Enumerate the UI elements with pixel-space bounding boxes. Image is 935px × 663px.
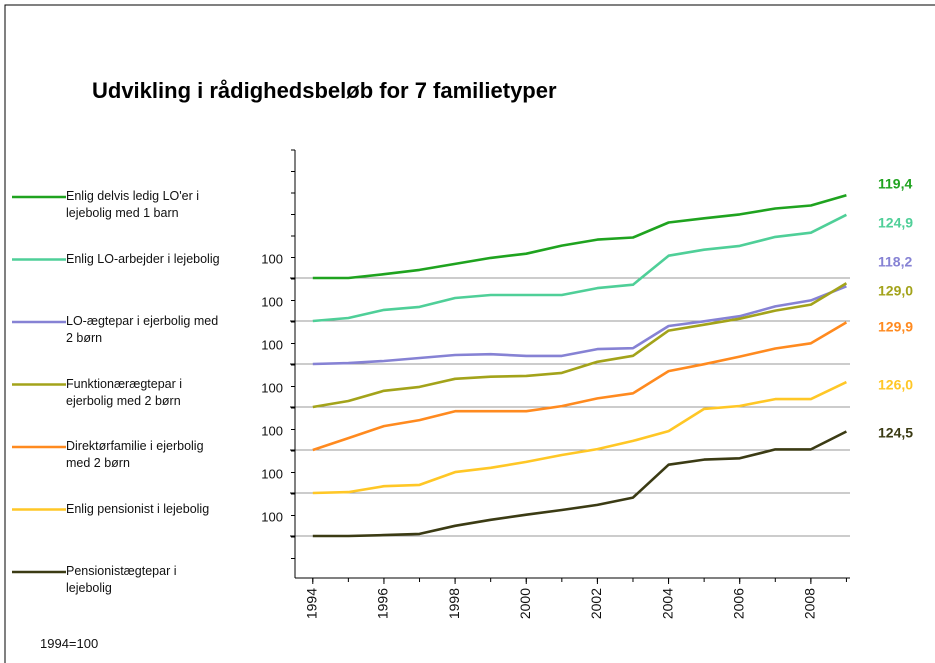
series-line <box>312 285 847 366</box>
x-tick-label: 2000 <box>517 588 533 619</box>
x-tick-label: 1994 <box>303 588 319 619</box>
series-line <box>312 193 847 280</box>
series-line <box>312 380 847 495</box>
legend-label: Funktionærægtepar i ejerbolig med 2 børn <box>66 376 183 408</box>
frame <box>4 4 935 663</box>
x-tick-label: 1996 <box>375 588 391 619</box>
end-label: 124,5 <box>878 425 913 441</box>
y-tick-label: 100 <box>261 294 283 309</box>
series-line <box>312 321 848 452</box>
series-line <box>312 282 848 409</box>
legend-label: Pensionistægtepar i lejebolig <box>66 564 177 595</box>
y-tick-label: 100 <box>261 380 283 395</box>
series-line <box>312 430 847 538</box>
end-label: 119,4 <box>878 176 912 192</box>
y-tick-label: 100 <box>261 509 283 524</box>
x-tick-label: 2006 <box>730 588 746 619</box>
x-tick-label: 1998 <box>446 588 462 619</box>
chart-title: Udvikling i rådighedsbeløb for 7 familie… <box>92 78 557 103</box>
end-label: 129,9 <box>878 319 913 335</box>
y-tick-label: 100 <box>261 251 283 266</box>
series-line <box>312 213 847 323</box>
legend-label: Enlig pensionist i lejebolig <box>66 501 210 516</box>
end-label: 129,0 <box>878 283 913 299</box>
legend-label: Direktørfamilie i ejerbolig med 2 børn <box>66 439 204 470</box>
end-label: 126,0 <box>878 377 913 393</box>
y-tick-label: 100 <box>261 466 283 481</box>
legend-label: Enlig LO-arbejder i lejebolig <box>66 251 220 266</box>
x-tick-label: 2004 <box>659 588 675 619</box>
legend-label: LO-ægtepar i ejerbolig med 2 børn <box>66 314 219 345</box>
y-tick-label: 100 <box>261 423 283 438</box>
y-tick-label: 100 <box>261 337 283 352</box>
x-tick-label: 2008 <box>802 588 818 619</box>
end-label: 124,9 <box>878 215 913 231</box>
note: 1994=100 <box>40 636 99 651</box>
x-tick-label: 2002 <box>588 588 604 619</box>
legend-label: Enlig delvis ledig LO'er i lejebolig med… <box>66 189 200 220</box>
end-label: 118,2 <box>878 254 912 270</box>
